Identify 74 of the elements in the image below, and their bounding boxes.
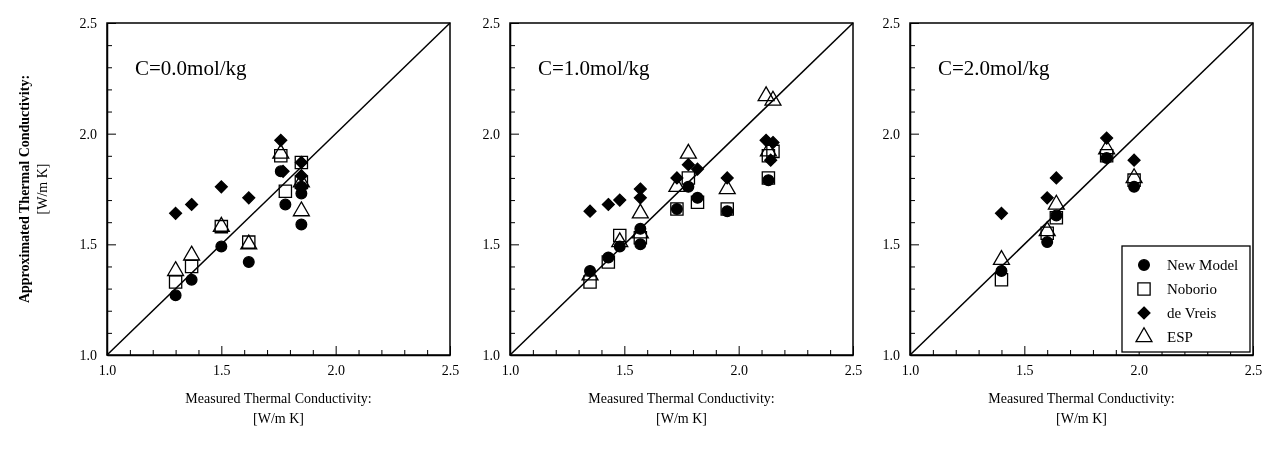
x-axis-title: Measured Thermal Conductivity: [W/m K] [588, 391, 775, 426]
point [583, 275, 597, 289]
x-tick-label: 1.5 [213, 362, 231, 378]
y-tick-label: 1.5 [79, 237, 97, 253]
y-tick-label: 1.5 [882, 237, 900, 253]
point [185, 273, 198, 286]
point [690, 195, 705, 210]
point [612, 228, 627, 243]
point [168, 275, 183, 289]
y-tick-label: 2.5 [79, 15, 97, 31]
point [274, 133, 288, 147]
point [690, 162, 705, 176]
point [1049, 171, 1063, 185]
annotation: C=0.0mol/kg [135, 56, 248, 80]
y-tick-label: 2.5 [882, 15, 900, 31]
point [1100, 131, 1114, 145]
y-tick-label: 1.0 [79, 347, 97, 363]
y-tick-label: 2.0 [79, 126, 97, 142]
x-tick-label: 1.0 [98, 362, 117, 378]
x-axis-title: Measured Thermal Conductivity: [W/m K] [185, 391, 372, 426]
point [613, 193, 627, 207]
point [166, 261, 185, 277]
point [274, 149, 288, 163]
y-tick-label: 1.0 [882, 347, 900, 363]
point [761, 149, 776, 163]
legend-label: ESP [1167, 329, 1193, 345]
point [994, 272, 1009, 287]
y-tick-label: 2.5 [482, 15, 500, 31]
x-tick-label: 1.0 [901, 362, 920, 378]
x-tick-label: 2.5 [844, 362, 863, 378]
y-tick-label: 1.0 [482, 347, 500, 363]
x-axis-title: Measured Thermal Conductivity: [W/m K] [988, 391, 1175, 426]
point [295, 218, 308, 231]
point [1038, 221, 1056, 237]
x-tick-label: 2.5 [441, 362, 460, 378]
annotation: C=1.0mol/kg [538, 56, 651, 80]
y-tick-label: 1.5 [482, 237, 500, 253]
point [601, 197, 615, 212]
point [242, 191, 256, 205]
point [278, 184, 293, 198]
point [1125, 168, 1143, 184]
point [1040, 226, 1054, 241]
point [766, 144, 780, 159]
point [215, 240, 228, 253]
y-axis-title: Approximated Thermal Conductivity: [W/m K] [17, 74, 50, 304]
point [185, 197, 199, 212]
legend-label: de Vreis [1167, 305, 1217, 321]
x-tick-label: 2.0 [1130, 362, 1148, 378]
point [757, 86, 775, 102]
point [169, 289, 182, 302]
legend-label: New Model [1167, 257, 1239, 273]
point [681, 171, 696, 185]
point [681, 158, 695, 172]
y-tick-label: 2.0 [482, 126, 500, 142]
point [279, 198, 292, 211]
x-tick-label: 2.0 [730, 362, 748, 378]
annotation: C=2.0mol/kg [938, 56, 1051, 80]
y-tick-label: 2.0 [882, 126, 900, 142]
point [214, 180, 228, 194]
point [184, 259, 199, 274]
point [994, 206, 1009, 220]
point [583, 204, 597, 218]
point [601, 255, 616, 269]
point [1040, 191, 1054, 205]
x-tick-label: 1.0 [501, 362, 520, 378]
x-tick-label: 2.5 [1244, 362, 1263, 378]
x-tick-label: 2.0 [327, 362, 345, 378]
point [1127, 153, 1141, 167]
point [242, 256, 255, 269]
x-tick-label: 1.5 [1016, 362, 1034, 378]
x-tick-label: 1.5 [616, 362, 634, 378]
point [169, 206, 183, 220]
legend-label: Noborio [1167, 281, 1217, 297]
point [633, 182, 647, 196]
